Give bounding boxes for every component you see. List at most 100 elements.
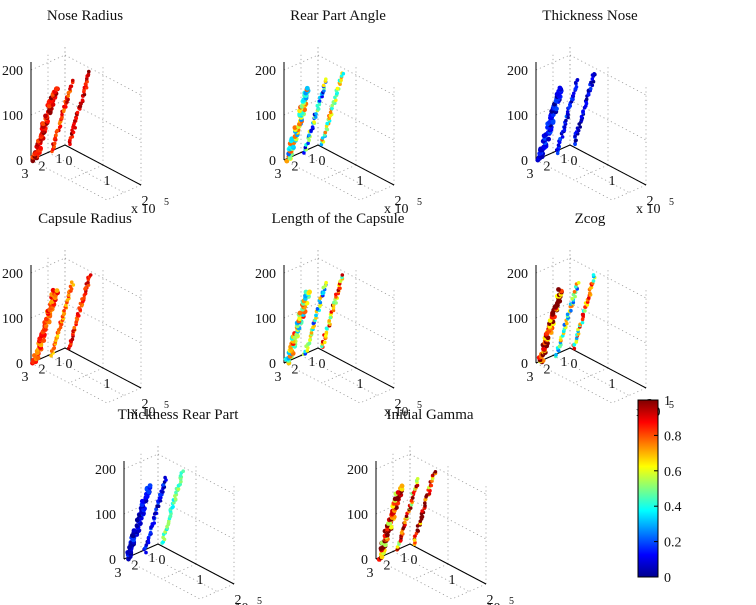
z-tick-label: 0 [16, 357, 23, 372]
z-tick-label: 100 [507, 312, 528, 327]
data-point [178, 474, 183, 478]
data-point [297, 310, 303, 316]
series-y1 [67, 273, 93, 351]
data-point [330, 106, 334, 111]
x-tick-label: 1 [357, 377, 364, 392]
y-tick-label: 2 [384, 559, 391, 574]
x-tick-label: 0 [571, 154, 578, 169]
z-tick-label: 200 [95, 463, 116, 478]
x-tick-label: 0 [159, 553, 166, 568]
data-point [415, 477, 420, 481]
x-tick-label: 0 [319, 154, 326, 169]
x-tick-label: 2 [142, 397, 149, 412]
y-tick-label: 1 [561, 355, 568, 370]
data-point [181, 469, 185, 474]
subplot-title: Rear Part Angle [290, 8, 386, 24]
data-point [580, 320, 585, 325]
x-tick-label: 0 [66, 154, 73, 169]
data-point [562, 128, 567, 132]
series-y3 [535, 85, 564, 163]
data-point [573, 142, 577, 147]
data-point [58, 325, 63, 330]
x-tick-label: 0 [66, 357, 73, 372]
x-multiplier: x 10 [636, 202, 661, 217]
data-point [341, 71, 346, 76]
series-y2 [49, 280, 76, 358]
z-tick-label: 200 [2, 64, 23, 79]
data-point [287, 155, 293, 161]
y-tick-label: 3 [527, 167, 534, 182]
data-point [84, 286, 88, 290]
data-point [82, 92, 87, 97]
series-y2 [395, 477, 420, 552]
data-point [70, 134, 75, 139]
y-tick-label: 2 [544, 160, 551, 175]
data-point [155, 504, 159, 508]
data-point [555, 151, 560, 156]
subplot-title: Capsule Radius [38, 211, 132, 227]
x-exponent: 5 [669, 400, 674, 411]
data-point [340, 273, 345, 277]
y-tick-label: 3 [22, 370, 29, 385]
data-point [571, 292, 576, 297]
z-tick-label: 200 [2, 267, 23, 282]
data-point [60, 112, 64, 117]
y-tick-label: 2 [544, 363, 551, 378]
data-point [302, 151, 306, 155]
data-point [324, 326, 329, 331]
subplot-8: Initial Gamma0100200123012x 105 [347, 407, 514, 605]
data-point [309, 330, 314, 335]
data-point [325, 121, 330, 126]
data-point [554, 352, 558, 357]
data-point [52, 141, 57, 146]
data-point [32, 353, 37, 358]
data-point [73, 119, 77, 123]
y-tick-label: 1 [56, 152, 63, 167]
data-point [43, 113, 48, 119]
series-y2 [142, 475, 168, 555]
y-tick-label: 3 [367, 566, 374, 581]
z-tick-label: 0 [521, 154, 528, 169]
data-point [564, 118, 568, 123]
subplot-title: Nose Radius [47, 8, 123, 24]
series-y2 [553, 281, 581, 359]
y-tick-label: 2 [132, 559, 139, 574]
colorbar-tick-label: 0.8 [664, 429, 682, 444]
data-point [395, 545, 400, 549]
data-point [588, 291, 592, 295]
y-tick-label: 3 [275, 167, 282, 182]
z-tick-label: 200 [507, 64, 528, 79]
data-point [331, 308, 336, 313]
data-point [83, 291, 88, 296]
data-point [331, 303, 336, 308]
series-y1 [573, 72, 597, 147]
data-point [571, 300, 576, 305]
y-tick-label: 1 [309, 355, 316, 370]
data-point [38, 145, 43, 151]
data-point [590, 77, 595, 81]
data-point [55, 128, 60, 133]
x-axis [569, 347, 647, 389]
data-point [49, 353, 53, 358]
data-point [306, 141, 310, 146]
data-point [307, 289, 312, 295]
data-point [77, 306, 81, 310]
y-tick-label: 1 [309, 152, 316, 167]
data-point [146, 535, 151, 540]
data-point [574, 284, 578, 289]
data-point [328, 110, 333, 115]
data-point [588, 86, 593, 91]
y-tick-label: 1 [56, 355, 63, 370]
data-point [322, 89, 326, 93]
x-tick-label: 2 [395, 397, 402, 412]
data-point [321, 83, 326, 88]
data-point [423, 501, 427, 505]
z-tick-label: 100 [2, 312, 23, 327]
x-tick-label: 0 [319, 357, 326, 372]
data-point [75, 110, 80, 115]
data-point [312, 120, 316, 124]
data-point [388, 524, 394, 530]
colorbar-gradient [637, 399, 659, 578]
